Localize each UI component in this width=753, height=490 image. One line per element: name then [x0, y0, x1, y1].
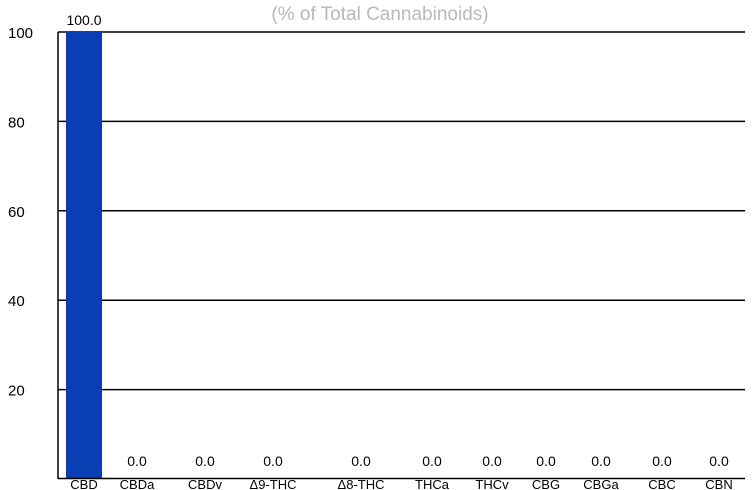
bar-0 — [66, 32, 102, 479]
x-axis-labels: CBD CBDa CBDv Δ9-THC Δ8-THC THCa THCv CBG CBGa CB… — [70, 477, 732, 490]
x-tick-label: CBC — [648, 477, 675, 490]
x-tick-label: CBDv — [188, 477, 222, 490]
y-tick-label: 60 — [8, 204, 25, 221]
y-tick-label: 40 — [8, 293, 25, 310]
value-label: 100.0 — [66, 12, 101, 28]
value-label: 0.0 — [422, 453, 442, 469]
value-label: 0.0 — [536, 453, 556, 469]
value-labels: 100.0 0.0 0.0 0.0 0.0 0.0 0.0 0.0 0.0 0.0 0.0 — [66, 12, 728, 469]
value-label: 0.0 — [263, 453, 283, 469]
x-tick-label: CBGa — [583, 477, 619, 490]
value-label: 0.0 — [351, 453, 371, 469]
x-tick-label: CBG — [532, 477, 560, 490]
x-tick-label: CBDa — [120, 477, 155, 490]
y-tick-label: 80 — [8, 114, 25, 131]
y-tick-label: 100 — [8, 25, 33, 42]
x-tick-label: THCa — [415, 477, 450, 490]
x-tick-label: THCv — [475, 477, 509, 490]
x-tick-label: CBN — [705, 477, 732, 490]
value-label: 0.0 — [709, 453, 729, 469]
chart-subtitle: (% of Total Cannabinoids) — [271, 4, 488, 25]
value-label: 0.0 — [127, 453, 147, 469]
y-tick-label: 20 — [8, 383, 25, 400]
y-axis-ticks: 20 40 60 80 100 — [8, 25, 33, 400]
bars — [66, 32, 102, 479]
x-tick-label: Δ8-THC — [338, 477, 385, 490]
value-label: 0.0 — [652, 453, 672, 469]
value-label: 0.0 — [591, 453, 611, 469]
gridlines — [58, 31, 745, 391]
value-label: 0.0 — [482, 453, 502, 469]
x-tick-label: CBD — [70, 477, 97, 490]
value-label: 0.0 — [195, 453, 215, 469]
x-tick-label: Δ9-THC — [250, 477, 297, 490]
